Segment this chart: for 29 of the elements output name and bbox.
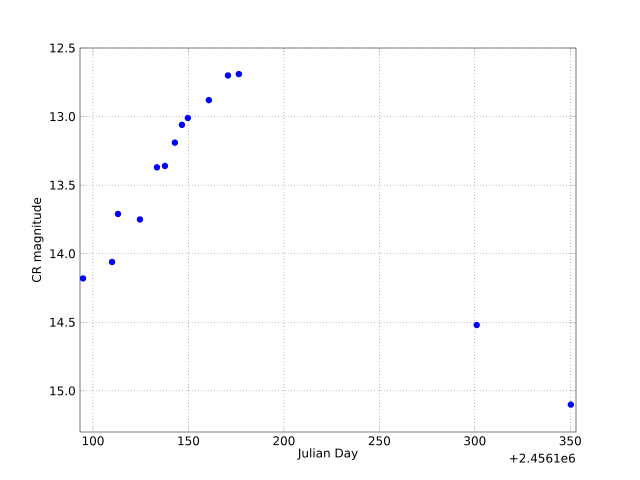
y-tick-label: 13.5 [50,180,75,190]
point [108,258,116,266]
y-tick-label: 13.0 [50,112,75,122]
point [178,122,186,128]
point [568,401,574,408]
x-tick-label: 350 [560,436,581,446]
y-tick-label: 14.5 [50,318,75,327]
x-tick-label: 100 [82,436,104,446]
point [224,72,232,79]
point [184,114,192,122]
point [114,210,122,218]
y-axis-title: CR magnitude [32,198,44,282]
point [206,96,212,104]
y-tick-label: 14.0 [50,249,75,258]
point [172,139,178,146]
point [474,322,480,328]
y-tick-label: 12.5 [50,43,75,53]
x-tick-label: 300 [464,436,486,446]
x-tick-label: 250 [368,436,390,446]
point [80,275,86,282]
point [154,164,160,171]
x-tick-label: 150 [178,436,200,446]
text: +2.4561e6 [510,454,575,463]
point [236,70,242,78]
point [136,216,144,223]
y-tick-label: 15.0 [50,386,75,396]
x-tick-label: 200 [273,436,295,446]
x-axis-title: Julian Day [297,448,358,460]
point [162,162,168,170]
